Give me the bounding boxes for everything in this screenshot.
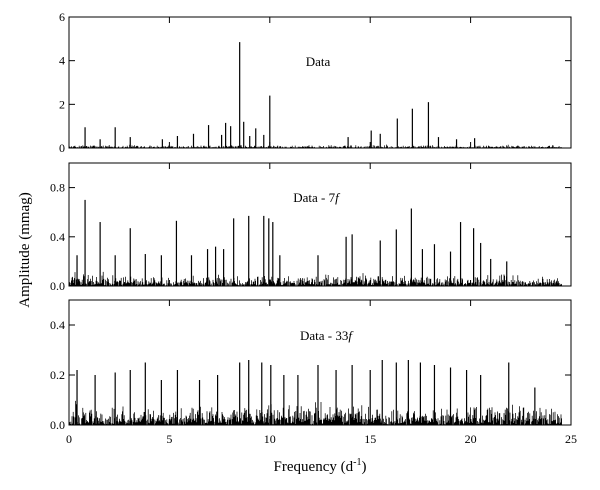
x-tick-label: 25 <box>565 432 577 446</box>
y-axis-label: Amplitude (mmag) <box>17 192 33 307</box>
y-tick-label: 0.4 <box>50 230 65 244</box>
y-tick-label: 0.0 <box>50 279 65 293</box>
panel-2: 0.0 0.4 0.8 Data - 7f <box>50 162 572 293</box>
panel-label-text: Data <box>306 54 331 69</box>
y-tick-label: 0.0 <box>50 418 65 432</box>
y-tick-label: 0 <box>59 141 65 155</box>
x-tick-label: 10 <box>264 432 276 446</box>
panel-label: Data - 33f <box>300 328 354 343</box>
y-tick-label: 6 <box>59 10 65 24</box>
y-tick-label: 2 <box>59 97 65 111</box>
x-tick-label: 20 <box>465 432 477 446</box>
x-tick-label: 5 <box>166 432 172 446</box>
noise-trace <box>68 400 562 425</box>
x-axis-label-superscript: -1 <box>353 457 361 468</box>
x-tick-label: 0 <box>66 432 72 446</box>
y-tick-label: 0.2 <box>50 368 65 382</box>
panel-label-text: Data - 7 <box>293 190 335 205</box>
panel-label: Data - 7f <box>293 190 341 205</box>
noise-trace <box>69 144 562 148</box>
x-tick-label: 15 <box>364 432 376 446</box>
panel-label-italic: f <box>348 328 354 343</box>
noise-trace <box>68 271 562 286</box>
panel-label: Data <box>306 54 331 69</box>
panel-frame <box>68 16 572 149</box>
panel-label-italic: f <box>335 190 341 205</box>
y-tick-label: 0.8 <box>50 181 65 195</box>
panel-frame <box>68 299 572 426</box>
panel-3: 0.0 0.2 0.4 Data - 33f <box>50 299 572 432</box>
y-tick-label: 0.4 <box>50 318 65 332</box>
x-axis-label-close: ) <box>361 459 366 475</box>
panel-label-text: Data - 33 <box>300 328 348 343</box>
panel-1: 0 2 4 6 Data <box>59 10 572 155</box>
x-axis-label: Frequency (d-1) <box>274 457 367 475</box>
panel-frame <box>68 162 572 287</box>
y-tick-label: 4 <box>59 54 65 68</box>
x-axis-label-main: Frequency (d <box>274 459 354 475</box>
